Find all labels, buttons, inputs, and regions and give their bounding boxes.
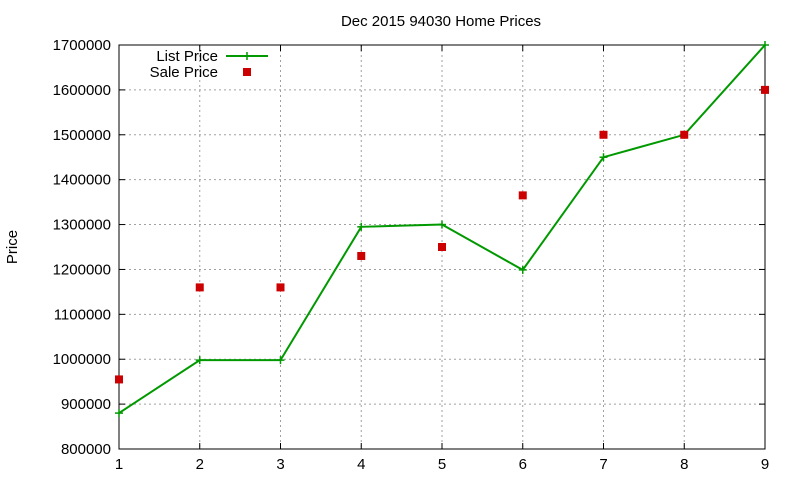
data-point [599, 130, 608, 139]
data-point [438, 243, 446, 251]
y-tick-label: 1100000 [54, 306, 111, 323]
data-point [438, 220, 446, 229]
data-point [357, 222, 366, 231]
y-tick-label: 900000 [61, 396, 111, 413]
y-tick-label: 800000 [61, 441, 111, 458]
data-point [195, 283, 204, 292]
legend-label: Sale Price [150, 64, 218, 81]
data-point [761, 41, 769, 49]
data-point [518, 265, 527, 274]
data-point [599, 153, 608, 162]
y-tick-label: 1300000 [53, 217, 111, 234]
y-tick-label: 1400000 [53, 172, 111, 189]
data-point [195, 356, 204, 365]
y-tick-label: 1700000 [53, 37, 111, 54]
legend-swatch-marker [243, 52, 251, 60]
y-tick-label: 1200000 [53, 261, 111, 278]
data-point [761, 85, 769, 94]
series-sale-price [115, 85, 769, 384]
legend-label: List Price [156, 48, 218, 65]
x-tick-label: 1 [115, 456, 123, 473]
x-tick-label: 2 [196, 456, 204, 473]
series [115, 41, 769, 418]
data-point [518, 191, 527, 200]
x-tick-label: 7 [599, 456, 607, 473]
chart-title: Dec 2015 94030 Home Prices [341, 13, 541, 30]
axes: 800000 900000 1000000 1100000 1200000 1300000… [53, 37, 770, 473]
x-tick-label: 4 [357, 456, 365, 473]
y-tick-label: 1600000 [53, 82, 111, 99]
legend-swatch-marker [243, 68, 251, 76]
y-tick-label: 1500000 [53, 127, 111, 144]
y-axis-label: Price [4, 230, 21, 264]
x-tick-label: 3 [276, 456, 284, 473]
x-tick-label: 5 [438, 456, 446, 473]
x-tick-label: 8 [680, 456, 688, 473]
y-tick-label: 1000000 [53, 351, 111, 368]
data-point [276, 283, 285, 292]
data-point [115, 409, 123, 418]
data-point [357, 251, 366, 260]
x-tick-label: 9 [761, 456, 769, 473]
data-point [115, 375, 123, 384]
data-point [680, 130, 689, 139]
data-point [276, 356, 285, 365]
plot-frame [118, 44, 766, 450]
x-tick-label: 6 [519, 456, 527, 473]
